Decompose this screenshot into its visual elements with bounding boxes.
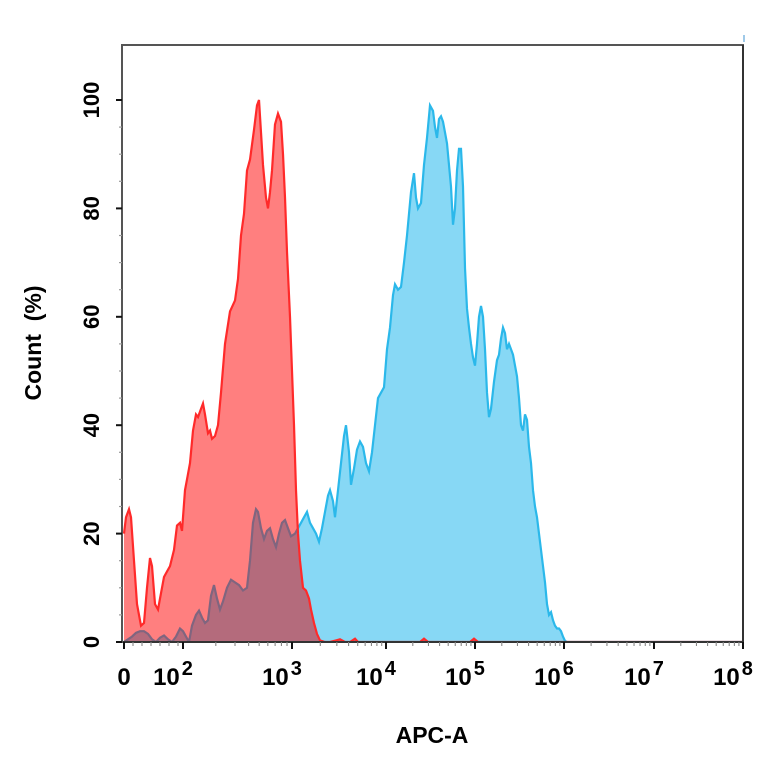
y-tick-label: 40 bbox=[79, 413, 104, 437]
plot-area: 0 20 40 60 80 100 0 10 2 10 3 10 4 10 5 10 6 10 7 10 8 bbox=[79, 35, 753, 691]
x-tick-label: 10 8 bbox=[713, 658, 753, 691]
x-tick-label: 10 2 bbox=[153, 658, 193, 691]
x-tick-label: 10 6 bbox=[534, 658, 574, 691]
x-tick-label: 10 3 bbox=[262, 658, 302, 691]
series-target-fill bbox=[124, 105, 743, 642]
y-axis-title: Count (%) bbox=[20, 286, 46, 401]
y-tick-label: 0 bbox=[79, 636, 104, 648]
x-tick-label: 0 bbox=[117, 664, 130, 691]
y-axis-ticks: 0 20 40 60 80 100 bbox=[79, 82, 122, 648]
y-tick-label: 60 bbox=[79, 305, 104, 329]
x-tick-label: 10 4 bbox=[356, 658, 397, 691]
series-negative-control-fill bbox=[124, 100, 743, 642]
x-tick-label: 10 7 bbox=[624, 658, 664, 691]
series-target-line bbox=[123, 101, 743, 642]
x-axis-title: APC-A bbox=[396, 722, 469, 748]
y-tick-label: 80 bbox=[79, 196, 104, 220]
y-tick-label: 20 bbox=[79, 521, 104, 545]
x-tick-label: 10 5 bbox=[445, 658, 485, 691]
y-tick-label: 100 bbox=[79, 82, 104, 119]
x-axis-ticks: 0 10 2 10 3 10 4 10 5 10 6 10 7 10 8 bbox=[117, 642, 753, 691]
